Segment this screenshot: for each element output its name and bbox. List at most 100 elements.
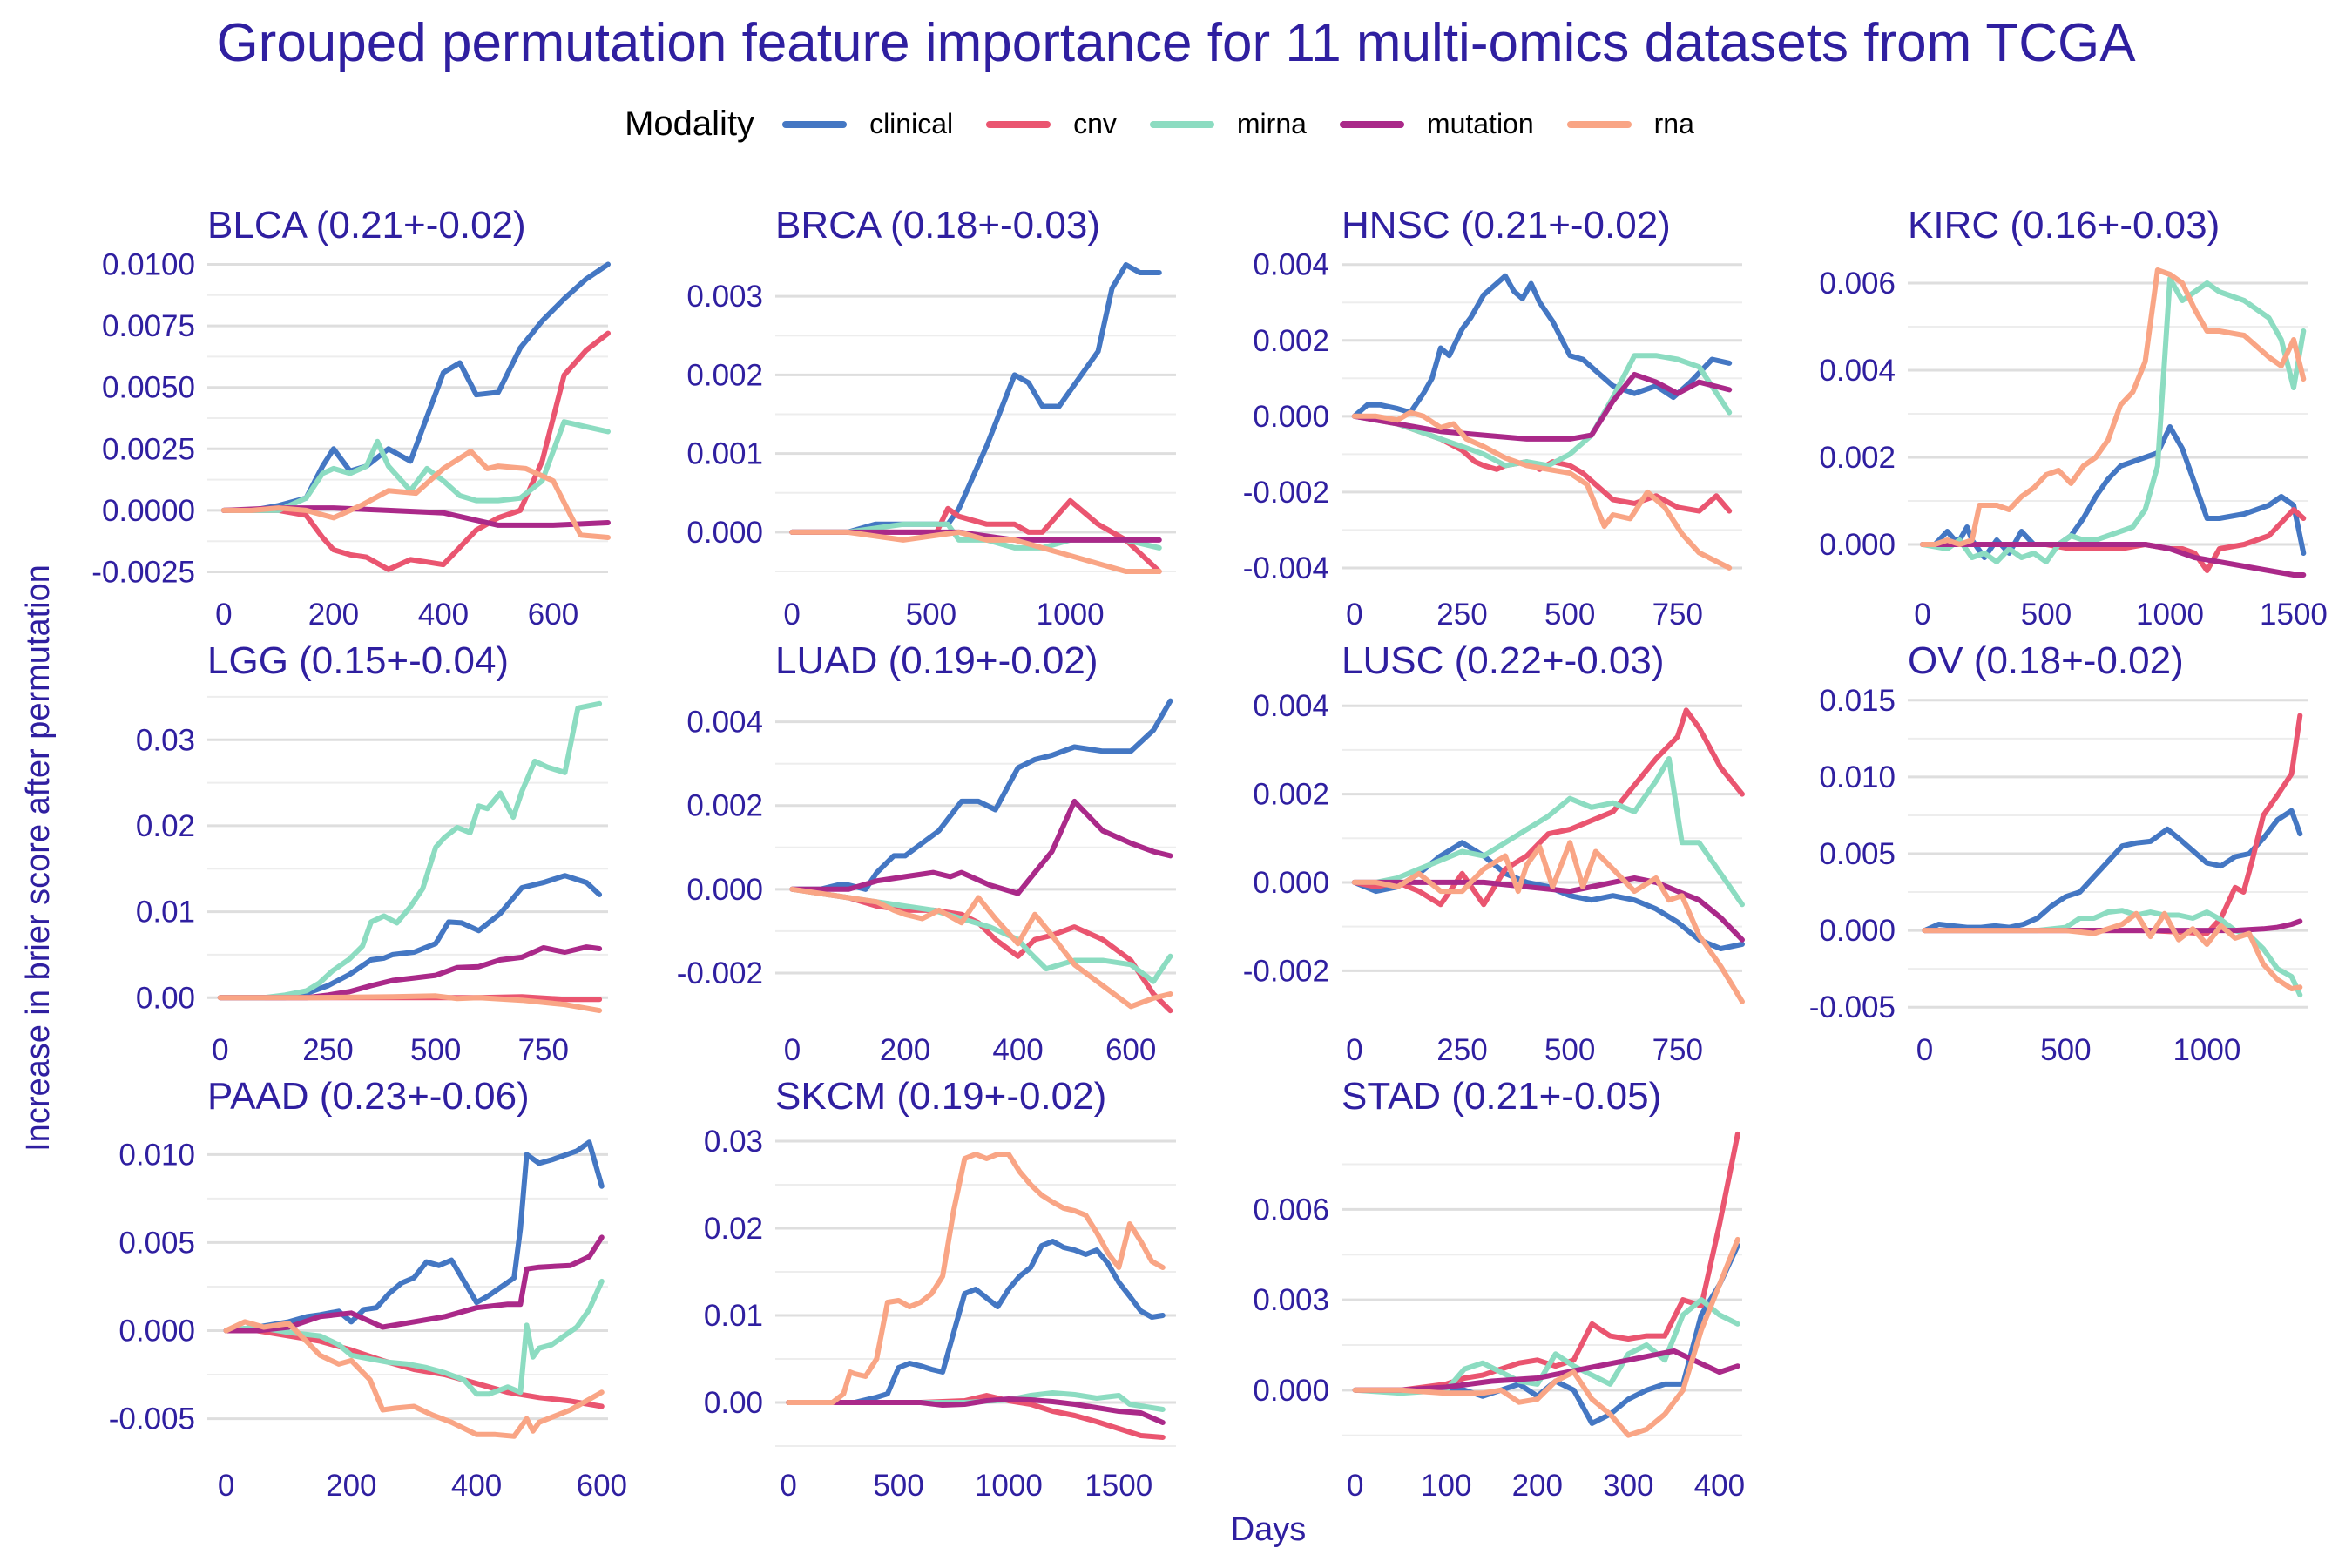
y-tick-label: 0.004: [1819, 354, 1896, 388]
panel-8: -0.005 0.000 0.005 0.010 0 200 400 600 PAAD (0.2…: [109, 1075, 627, 1503]
x-tick-label: 750: [1652, 598, 1703, 632]
series-line-mirna: [1920, 276, 2307, 564]
legend-item-mutation: mutation: [1339, 108, 1534, 140]
x-tick-label: 1000: [2173, 1033, 2240, 1067]
y-tick-label: -0.005: [1809, 990, 1896, 1024]
y-tick-label: 0.006: [1819, 267, 1896, 301]
x-tick-label: 500: [2021, 598, 2072, 632]
y-tick-label: 0.010: [1819, 760, 1896, 794]
y-tick-label: 0.002: [1819, 441, 1896, 475]
legend-label-mutation: mutation: [1426, 108, 1534, 139]
panel-9: 0.00 0.01 0.02 0.03 0 500 1000 1500 SKCM (0.19+-…: [704, 1075, 1176, 1503]
panel-2: -0.004 -0.002 0.000 0.002 0.004 0 250 500 750 HNS…: [1243, 204, 1742, 632]
panel-title: BLCA (0.21+-0.02): [207, 204, 526, 247]
y-tick-label: 0.0025: [102, 432, 195, 466]
x-tick-label: 500: [410, 1033, 461, 1067]
series-line-clinical: [217, 873, 603, 1001]
x-tick-label: 1000: [2136, 598, 2204, 632]
series-line-cnv: [223, 1328, 605, 1409]
x-tick-label: 200: [326, 1469, 376, 1503]
legend-label-rna: rna: [1653, 108, 1694, 139]
x-tick-label: 400: [451, 1469, 502, 1503]
x-tick-label: 250: [1436, 598, 1487, 632]
y-tick-label: 0.000: [1819, 528, 1896, 562]
x-tick-label: 750: [1652, 1033, 1703, 1067]
y-tick-label: 0.000: [686, 516, 763, 550]
series-line-clinical: [223, 1139, 605, 1334]
panel-1: 0.000 0.001 0.002 0.003 0 500 1000 BRCA (0.18+-…: [686, 204, 1176, 632]
x-tick-label: 0: [1346, 1033, 1362, 1067]
y-tick-label: 0.004: [1253, 248, 1329, 282]
x-tick-label: 0: [218, 1469, 234, 1503]
y-tick-label: 0.0050: [102, 371, 195, 405]
y-tick-label: 0.003: [1253, 1283, 1329, 1317]
legend-label-mirna: mirna: [1236, 108, 1307, 139]
panel-4: 0.00 0.01 0.02 0.03 0 250 500 750 LGG (0.15+-0.0…: [136, 639, 608, 1067]
legend-label-cnv: cnv: [1073, 108, 1117, 139]
legend-swatch-rna: [1566, 120, 1632, 128]
y-tick-label: 0.03: [136, 723, 195, 757]
legend-label-clinical: clinical: [869, 108, 954, 139]
series-line-rna: [789, 529, 1162, 574]
y-tick-label: -0.0025: [91, 556, 195, 590]
series-line-rna: [1351, 409, 1733, 571]
legend-swatch-mirna: [1149, 120, 1214, 128]
x-tick-label: 400: [1694, 1469, 1745, 1503]
panel-title: LUAD (0.19+-0.02): [775, 639, 1098, 682]
y-tick-label: 0.001: [686, 437, 763, 471]
x-tick-label: 0: [784, 1033, 801, 1067]
x-tick-label: 1500: [1085, 1469, 1152, 1503]
x-tick-label: 400: [992, 1033, 1043, 1067]
series-line-cnv: [1920, 507, 2307, 573]
x-tick-label: 0: [1346, 598, 1362, 632]
legend-item-clinical: clinical: [782, 108, 953, 140]
y-tick-label: 0.000: [1253, 400, 1329, 434]
panel-title: HNSC (0.21+-0.02): [1342, 204, 1671, 247]
x-tick-label: 250: [1436, 1033, 1487, 1067]
y-tick-label: 0.003: [686, 280, 763, 314]
y-tick-label: 0.002: [1253, 324, 1329, 358]
x-tick-label: 100: [1421, 1469, 1471, 1503]
y-tick-label: 0.0100: [102, 247, 195, 281]
panel-title: OV (0.18+-0.02): [1908, 639, 2184, 682]
y-tick-label: 0.002: [686, 789, 763, 823]
y-tick-label: 0.010: [118, 1138, 195, 1172]
y-tick-label: 0.005: [1819, 837, 1896, 871]
panel-title: BRCA (0.18+-0.03): [775, 204, 1100, 247]
x-tick-label: 600: [1105, 1033, 1156, 1067]
x-tick-label: 500: [2040, 1033, 2091, 1067]
panel-0: -0.0025 0.0000 0.0025 0.0050 0.0075 0.0100 0 20…: [91, 204, 611, 632]
y-tick-label: 0.000: [118, 1315, 195, 1348]
x-tick-label: 500: [1544, 598, 1595, 632]
panel-title: STAD (0.21+-0.05): [1342, 1075, 1661, 1118]
y-tick-label: 0.006: [1253, 1193, 1329, 1227]
series-line-mirna: [1922, 908, 2303, 998]
series-line-mutation: [1351, 875, 1745, 943]
y-tick-label: 0.00: [704, 1386, 763, 1420]
y-tick-label: 0.002: [1253, 778, 1329, 812]
series-line-rna: [1351, 840, 1745, 1004]
y-tick-label: 0.005: [118, 1226, 195, 1260]
x-tick-label: 300: [1603, 1469, 1653, 1503]
series-line-rna: [1922, 910, 2303, 991]
panel-7: -0.005 0.000 0.005 0.010 0.015 0 500 1000 OV (0.…: [1809, 639, 2308, 1067]
series-line-mirna: [1352, 1297, 1740, 1396]
series-line-clinical: [789, 698, 1173, 892]
series-line-mutation: [223, 1234, 605, 1334]
series-line-rna: [1920, 267, 2307, 547]
series-line-mutation: [217, 944, 603, 1001]
x-tick-label: 500: [873, 1469, 923, 1503]
series-line-cnv: [220, 330, 611, 572]
series-line-mirna: [217, 700, 603, 1001]
y-tick-label: -0.004: [1243, 551, 1329, 585]
x-tick-label: 1500: [2260, 598, 2328, 632]
y-tick-label: 0.000: [1253, 866, 1329, 900]
x-tick-label: 500: [1544, 1033, 1595, 1067]
x-tick-label: 500: [906, 598, 956, 632]
y-axis-label: Increase in brier score after permutatio…: [20, 564, 57, 1152]
y-tick-label: -0.002: [1243, 476, 1329, 510]
series-line-clinical: [1351, 273, 1733, 419]
series-line-cnv: [1922, 713, 2303, 936]
x-tick-label: 750: [518, 1033, 569, 1067]
legend-swatch-clinical: [782, 120, 848, 128]
